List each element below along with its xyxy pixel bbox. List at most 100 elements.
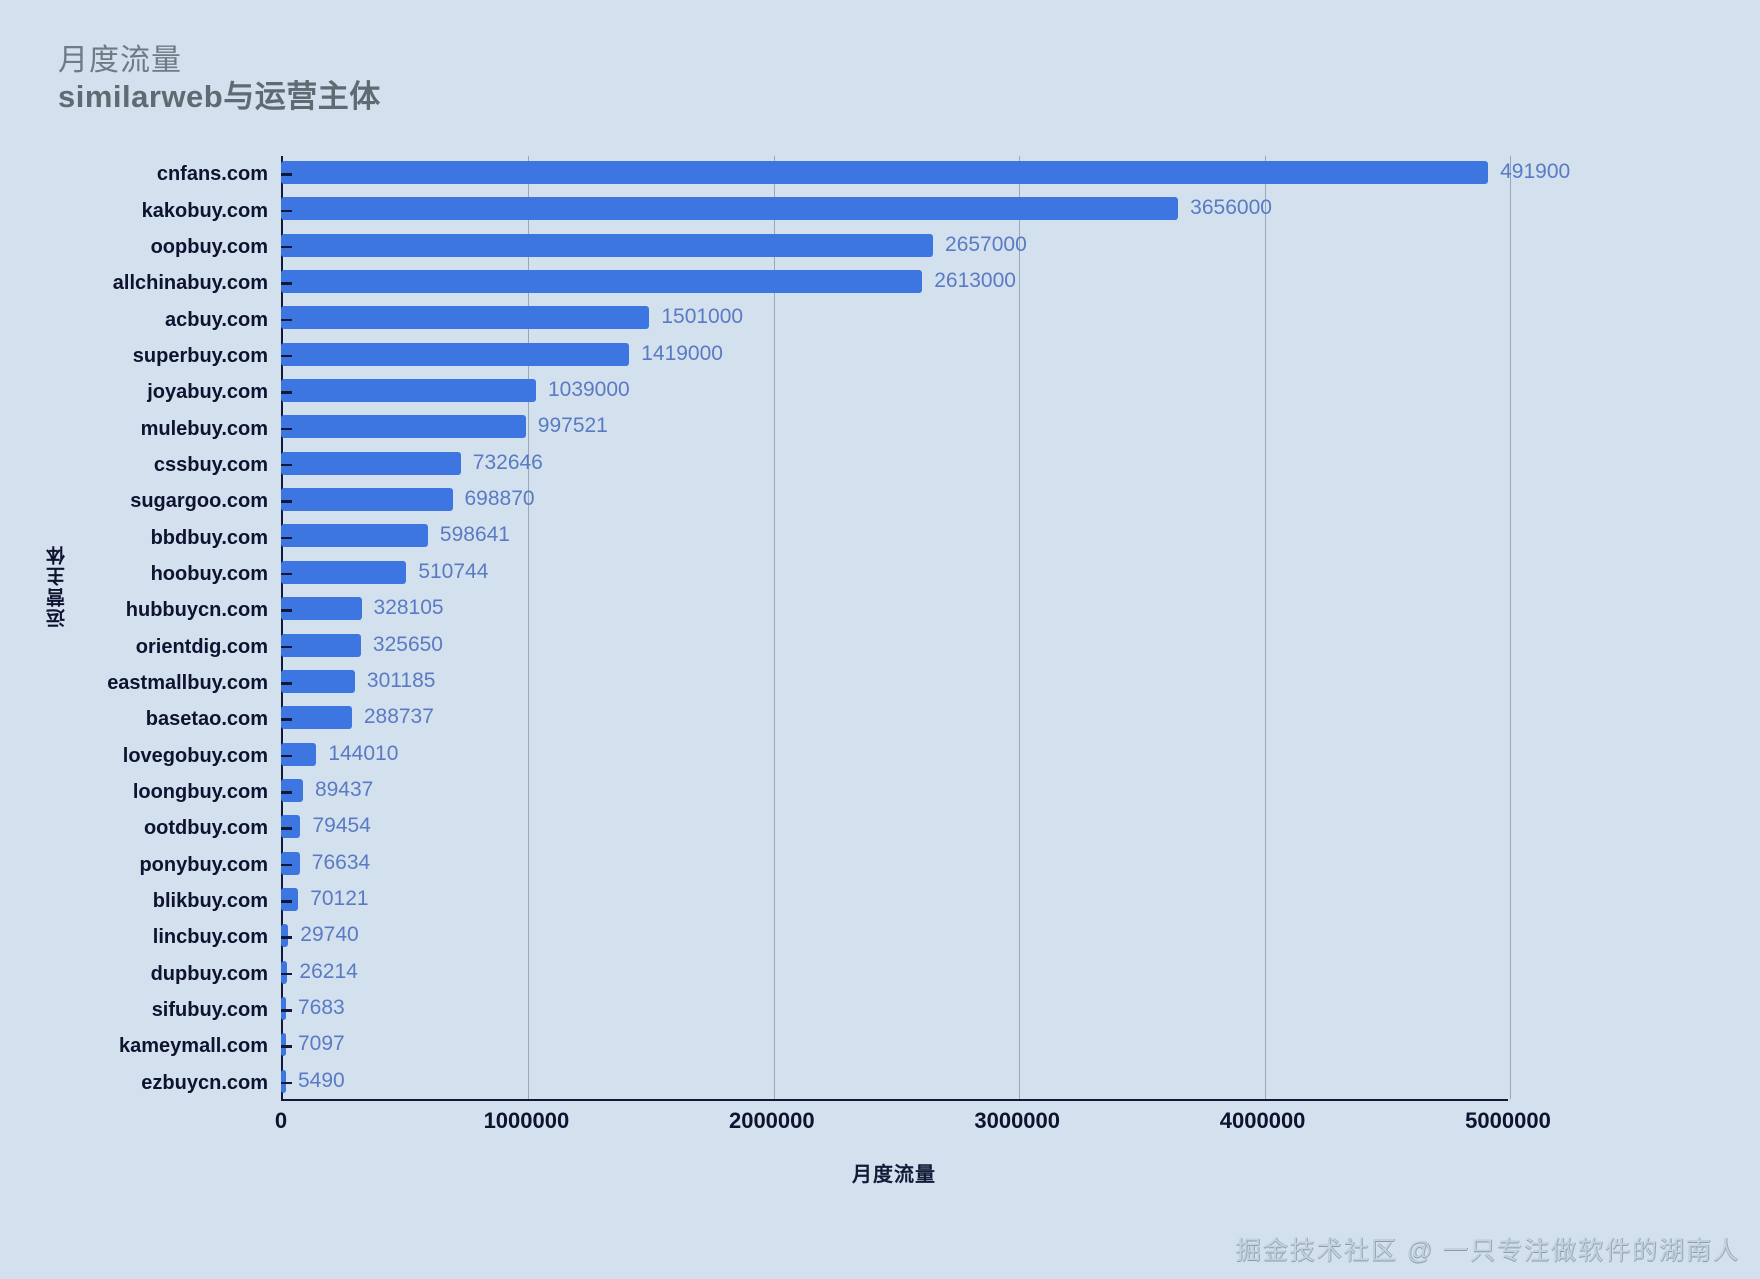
bar-row[interactable]: 510744 bbox=[281, 556, 1508, 588]
bar-row[interactable]: 732646 bbox=[281, 447, 1508, 479]
bar-row[interactable]: 1501000 bbox=[281, 301, 1508, 333]
bar[interactable] bbox=[281, 161, 1489, 184]
y-axis-tick bbox=[281, 572, 292, 576]
bar[interactable] bbox=[281, 815, 301, 839]
bar-value-label: 79454 bbox=[312, 814, 371, 838]
bar-value-label: 26214 bbox=[299, 959, 358, 983]
y-axis-tick bbox=[281, 245, 292, 249]
bar-row[interactable]: 70121 bbox=[281, 883, 1508, 915]
bar-value-label: 288737 bbox=[363, 705, 434, 729]
bar-value-label: 70121 bbox=[310, 886, 369, 910]
y-axis-tick bbox=[281, 609, 292, 612]
bar-row[interactable]: 7097 bbox=[281, 1028, 1508, 1060]
watermark: 掘金技术社区 @ 一只专注做软件的湖南人 bbox=[1235, 1237, 1740, 1265]
y-axis-category-label: cnfans.com bbox=[156, 163, 268, 186]
bar-row[interactable]: 301185 bbox=[281, 665, 1508, 697]
bar[interactable] bbox=[281, 924, 289, 948]
y-axis-category-label: eastmallbuy.com bbox=[107, 672, 268, 695]
bar-row[interactable]: 3656000 bbox=[281, 192, 1508, 224]
bars-layer: 491900 3656000 2657000 2613000 1501000 141900… bbox=[281, 156, 1570, 1101]
y-axis-tick bbox=[281, 972, 292, 976]
bar[interactable] bbox=[281, 996, 286, 1020]
y-axis-tick bbox=[281, 500, 292, 503]
bar[interactable] bbox=[281, 415, 526, 439]
bar-row[interactable]: 325650 bbox=[281, 629, 1508, 661]
bar[interactable] bbox=[281, 270, 923, 294]
bar[interactable] bbox=[281, 960, 288, 984]
y-axis-tick bbox=[281, 391, 292, 394]
bar-row[interactable]: 5490 bbox=[281, 1065, 1508, 1097]
x-axis-tick-label: 4000000 bbox=[1219, 1108, 1306, 1133]
y-axis-tick bbox=[281, 791, 292, 794]
bar-row[interactable]: 288737 bbox=[281, 701, 1508, 733]
bar-value-label: 491900 bbox=[1500, 160, 1571, 183]
bar-row[interactable]: 1419000 bbox=[281, 338, 1508, 370]
bar-value-label: 29740 bbox=[300, 923, 359, 947]
y-axis-category-labels: cnfans.com kakobuy.com oopbuy.com allchinab… bbox=[0, 156, 268, 1101]
bar-row[interactable]: 698870 bbox=[281, 483, 1508, 515]
bar-row[interactable]: 2613000 bbox=[281, 265, 1508, 297]
x-axis-tick-label: 1000000 bbox=[483, 1108, 570, 1133]
bar[interactable] bbox=[281, 597, 362, 621]
bar[interactable] bbox=[281, 633, 361, 657]
bar[interactable] bbox=[281, 560, 407, 584]
bar-value-label: 732646 bbox=[472, 450, 543, 474]
y-axis-category-label: orientdig.com bbox=[135, 635, 268, 658]
bar-row[interactable]: 144010 bbox=[281, 738, 1508, 770]
x-axis-tick-label: 2000000 bbox=[728, 1108, 815, 1133]
bar[interactable] bbox=[281, 379, 536, 403]
y-axis-category-label: bbdbuy.com bbox=[150, 526, 268, 549]
bar-row[interactable]: 2657000 bbox=[281, 229, 1508, 261]
bar[interactable] bbox=[281, 451, 461, 475]
gridline bbox=[528, 156, 530, 1099]
bar[interactable] bbox=[281, 706, 352, 730]
y-axis-category-label: kameymall.com bbox=[119, 1035, 268, 1058]
y-axis-tick bbox=[281, 754, 292, 758]
bar[interactable] bbox=[281, 488, 453, 512]
bar-row[interactable]: 29740 bbox=[281, 919, 1508, 951]
bar-row[interactable]: 7683 bbox=[281, 992, 1508, 1024]
bar-row[interactable]: 997521 bbox=[281, 410, 1508, 442]
y-axis-category-label: superbuy.com bbox=[132, 344, 268, 367]
y-axis-tick bbox=[281, 354, 292, 358]
bar[interactable] bbox=[281, 524, 428, 548]
bar[interactable] bbox=[281, 887, 299, 911]
y-axis-category-label: ponybuy.com bbox=[139, 853, 268, 876]
bar-value-label: 1039000 bbox=[547, 378, 630, 402]
y-axis-category-label: oopbuy.com bbox=[150, 235, 268, 258]
bar-row[interactable]: 26214 bbox=[281, 956, 1508, 988]
gridline bbox=[773, 156, 775, 1099]
y-axis-tick bbox=[281, 282, 292, 285]
bar-row[interactable]: 328105 bbox=[281, 592, 1508, 624]
bar[interactable] bbox=[281, 1069, 286, 1093]
gridline bbox=[1019, 156, 1021, 1099]
bar-value-label: 2657000 bbox=[945, 232, 1027, 256]
bar-row[interactable]: 76634 bbox=[281, 847, 1508, 879]
bar[interactable] bbox=[281, 778, 303, 802]
chart-title: 月度流量 similarweb与运营主体 bbox=[58, 44, 381, 116]
bar[interactable] bbox=[281, 742, 317, 766]
y-axis-category-label: lovegobuy.com bbox=[122, 744, 268, 767]
bar-row[interactable]: 598641 bbox=[281, 519, 1508, 551]
bar[interactable] bbox=[281, 1033, 286, 1057]
bar[interactable] bbox=[281, 197, 1179, 221]
bar[interactable] bbox=[281, 342, 630, 366]
bar[interactable] bbox=[281, 306, 650, 330]
bar-row[interactable]: 1039000 bbox=[281, 374, 1508, 406]
bar[interactable] bbox=[281, 851, 300, 875]
bar-value-label: 598641 bbox=[439, 523, 510, 547]
bar-row[interactable]: 79454 bbox=[281, 810, 1508, 842]
bar[interactable] bbox=[281, 233, 934, 257]
bar-value-label: 328105 bbox=[373, 596, 444, 620]
bar-row[interactable]: 491900 bbox=[281, 156, 1570, 188]
bar-value-label: 2613000 bbox=[934, 269, 1016, 293]
y-axis-tick bbox=[281, 936, 292, 939]
y-axis-category-label: sifubuy.com bbox=[151, 999, 268, 1022]
bar-row[interactable]: 89437 bbox=[281, 774, 1508, 806]
y-axis-category-label: mulebuy.com bbox=[140, 417, 268, 440]
plot-area bbox=[281, 156, 1511, 1101]
bar[interactable] bbox=[281, 669, 355, 693]
x-axis-tick-label: 3000000 bbox=[974, 1108, 1061, 1133]
bar-value-label: 7683 bbox=[298, 995, 345, 1019]
